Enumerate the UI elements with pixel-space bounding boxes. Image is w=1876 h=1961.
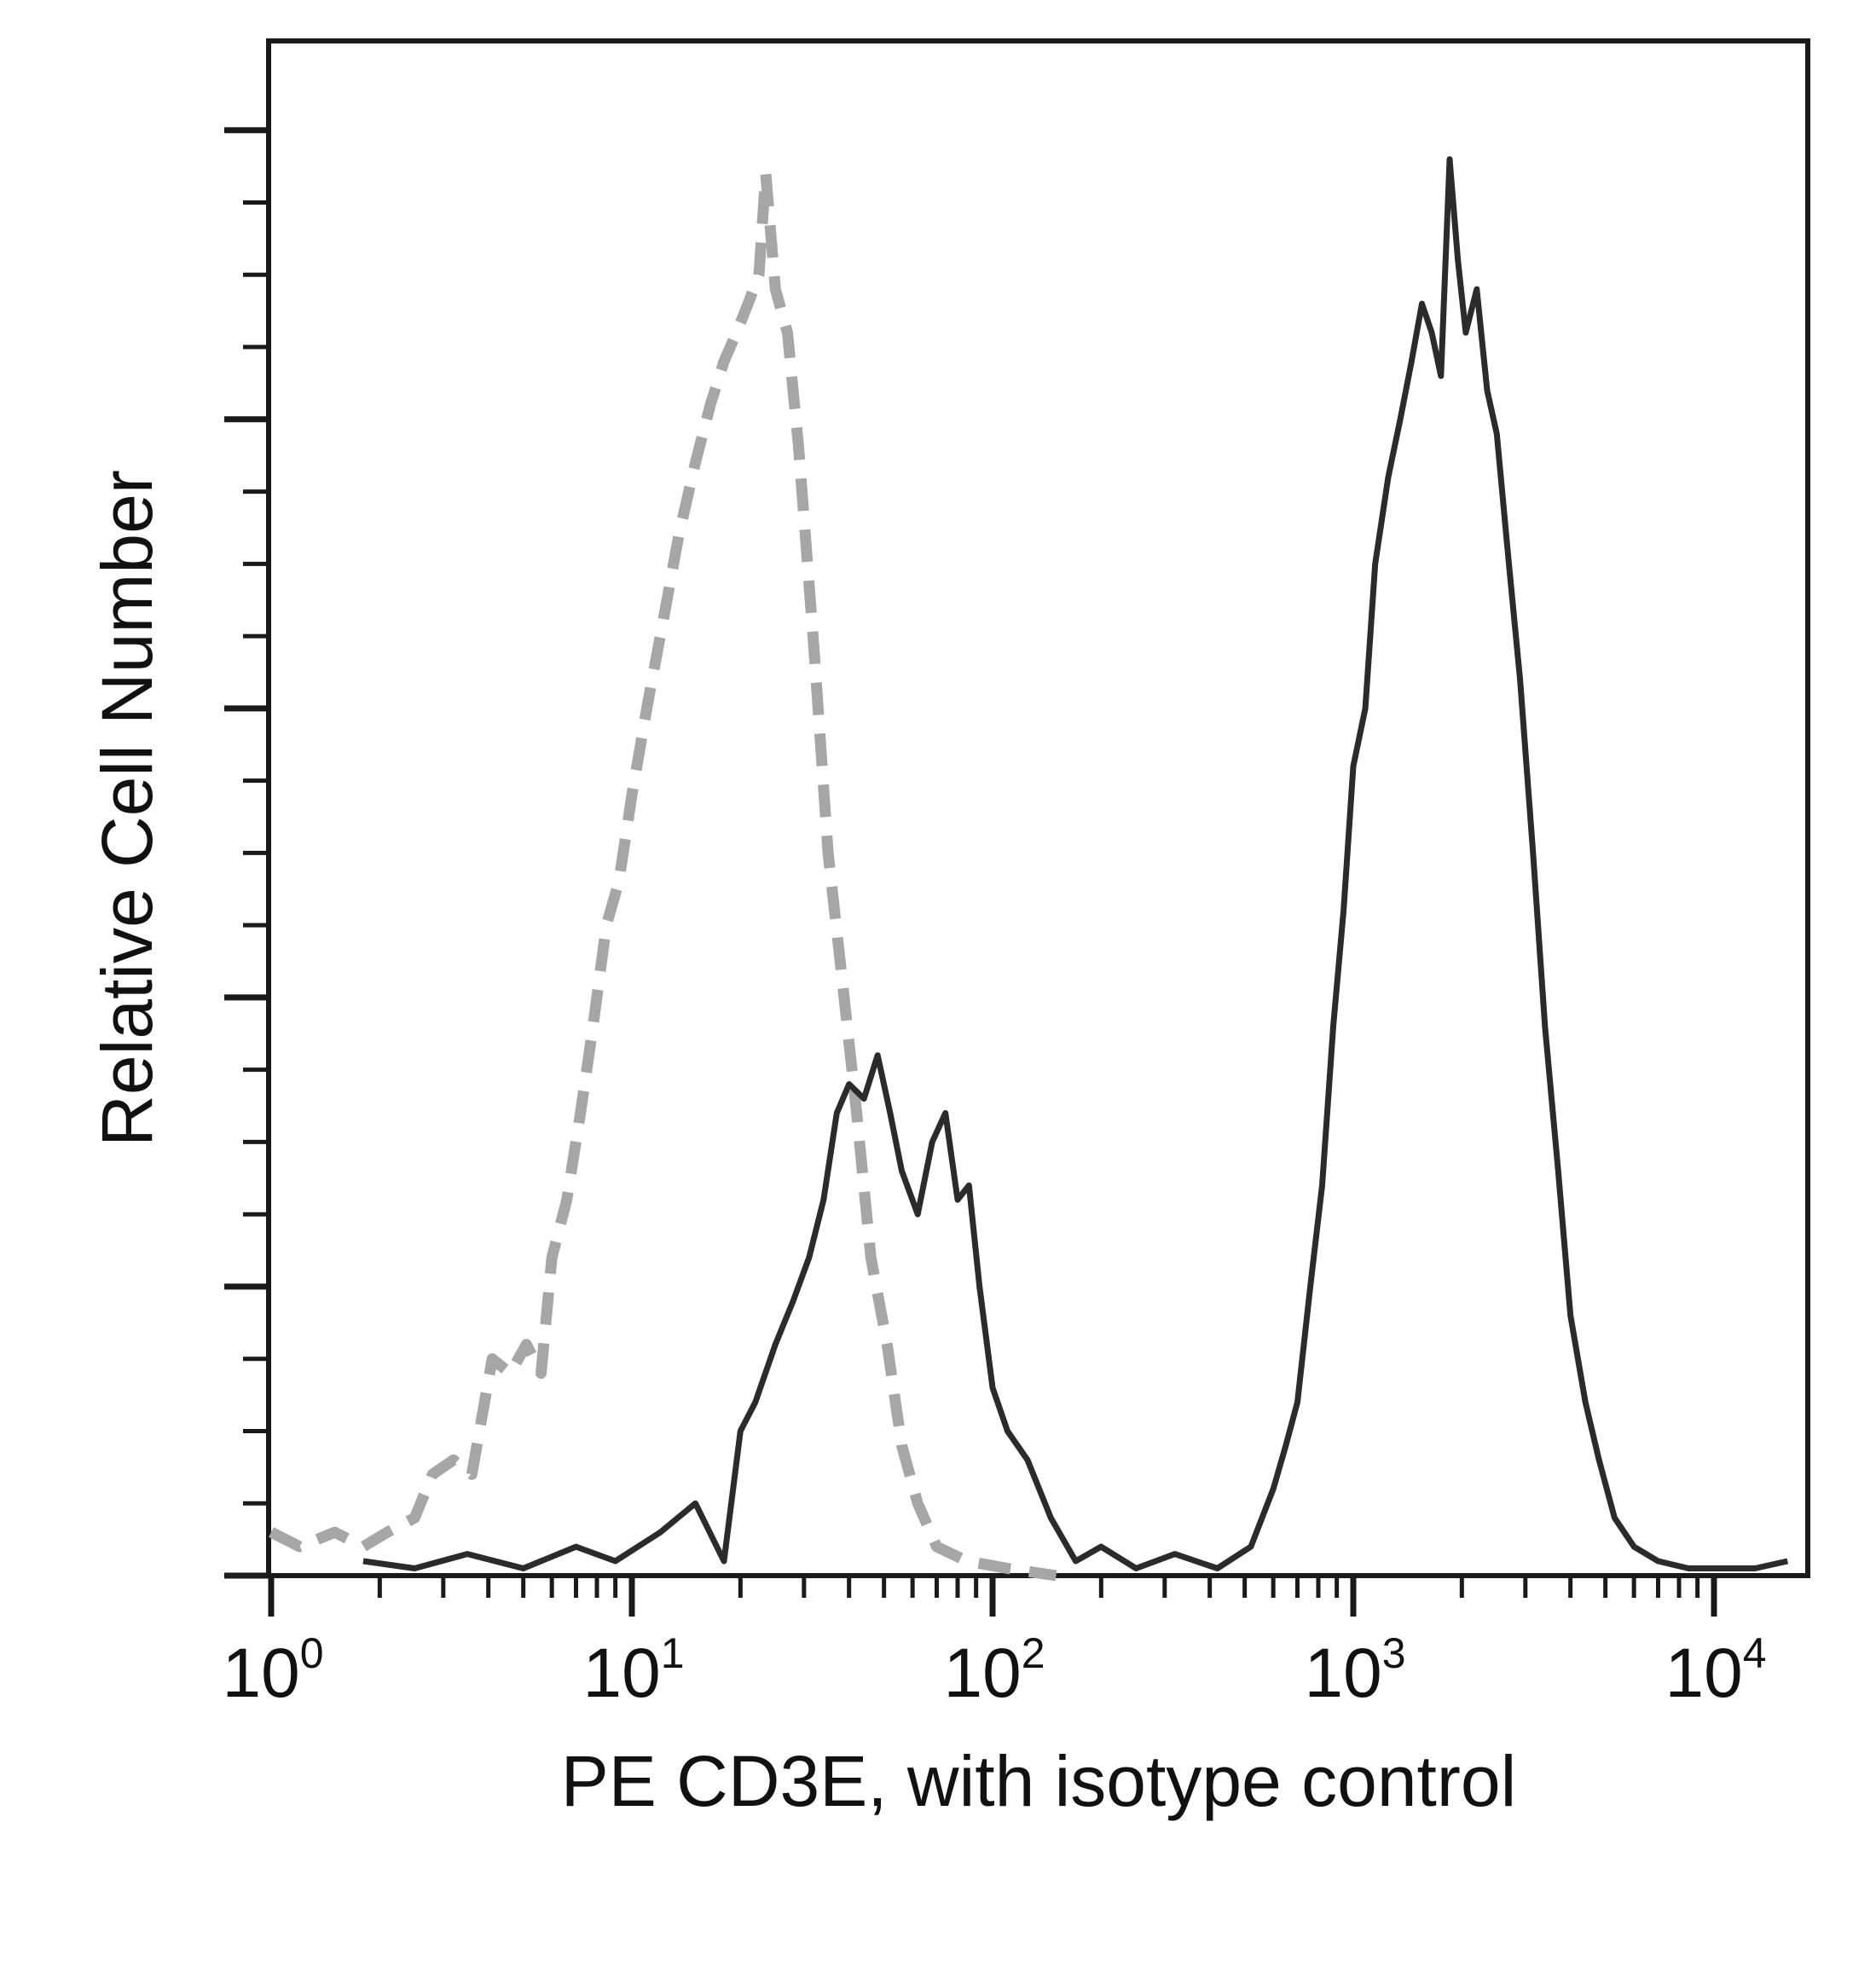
x-axis-title: PE CD3E, with isotype control xyxy=(561,1741,1516,1821)
x-tick-label-base: 10 xyxy=(582,1634,660,1712)
x-tick-label: 100 xyxy=(222,1629,323,1712)
y-axis-title: Relative Cell Number xyxy=(87,470,167,1147)
x-tick-label-base: 10 xyxy=(1304,1634,1381,1712)
x-tick-label-exponent: 2 xyxy=(1022,1629,1045,1677)
x-tick-label-exponent: 4 xyxy=(1743,1629,1767,1677)
x-tick-label: 103 xyxy=(1304,1629,1405,1712)
x-tick-label-exponent: 0 xyxy=(300,1629,324,1677)
series-solid-histogram xyxy=(362,156,1789,1571)
x-tick-label-exponent: 1 xyxy=(661,1629,685,1677)
series-layer xyxy=(269,156,1789,1582)
x-tick-label-base: 10 xyxy=(943,1634,1021,1712)
y-axis-ticks xyxy=(224,127,269,1579)
series-line xyxy=(362,156,1789,1571)
series-line xyxy=(269,168,1057,1582)
x-tick-label-exponent: 3 xyxy=(1382,1629,1406,1677)
series-dashed-histogram xyxy=(269,168,1057,1582)
x-axis-ticks xyxy=(268,1576,1717,1617)
x-axis-tick-labels: 100 101 102 103 104 xyxy=(222,1629,1766,1712)
x-tick-label: 104 xyxy=(1665,1629,1766,1712)
x-tick-label: 101 xyxy=(582,1629,684,1712)
x-tick-label-base: 10 xyxy=(222,1634,299,1712)
x-tick-label: 102 xyxy=(943,1629,1045,1712)
x-tick-label-base: 10 xyxy=(1665,1634,1742,1712)
